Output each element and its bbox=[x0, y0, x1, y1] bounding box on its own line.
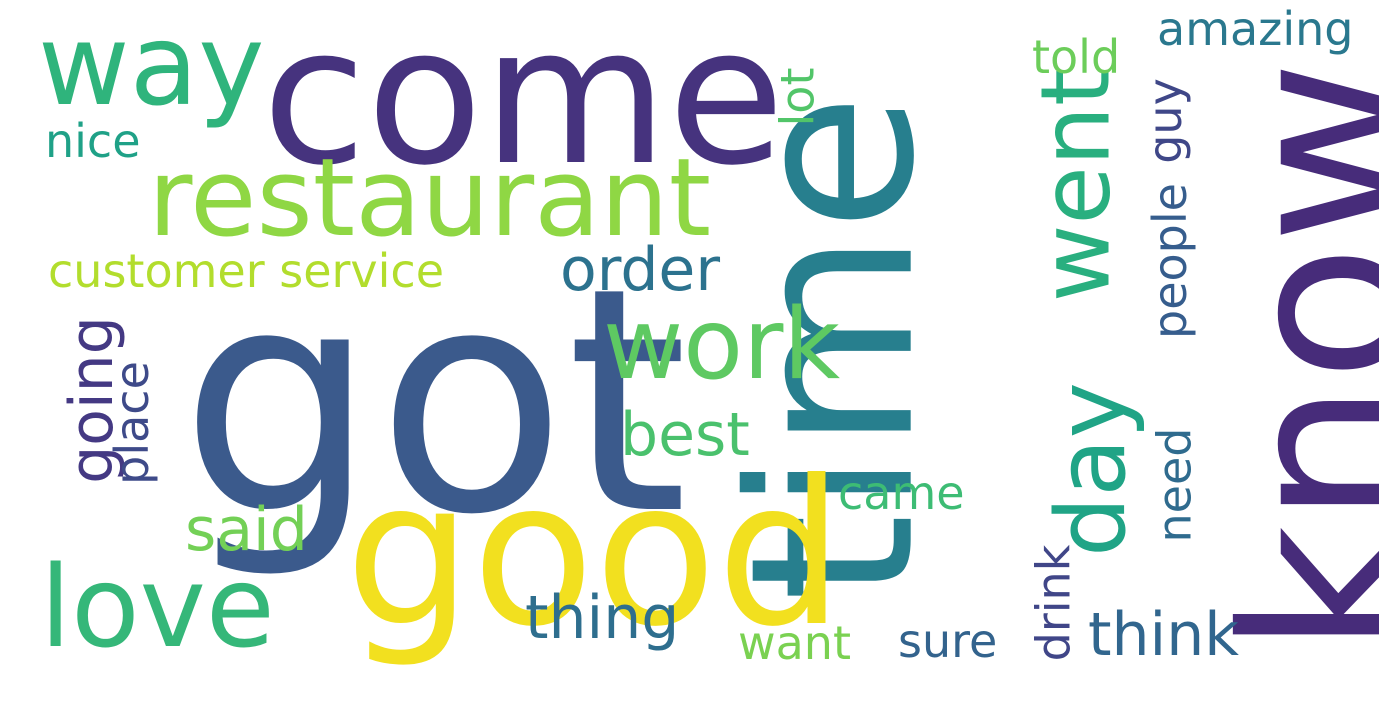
word-order: order bbox=[560, 235, 720, 305]
word-restaurant: restaurant bbox=[148, 136, 712, 261]
word-day: day bbox=[1036, 382, 1147, 557]
word-know: know bbox=[1195, 60, 1379, 655]
word-need: need bbox=[1147, 427, 1202, 543]
word-best: best bbox=[620, 400, 750, 470]
word-drink: drink bbox=[1026, 544, 1081, 662]
word-love: love bbox=[40, 543, 275, 673]
word-amazing: amazing bbox=[1157, 2, 1354, 56]
word-went: went bbox=[1021, 68, 1132, 303]
word-came: came bbox=[838, 466, 965, 520]
word-thing: thing bbox=[525, 583, 680, 653]
word-work: work bbox=[603, 288, 841, 402]
word-guy: guy bbox=[1137, 78, 1192, 164]
word-said: said bbox=[185, 495, 308, 565]
word-people: people bbox=[1142, 183, 1197, 339]
word-way: way bbox=[38, 1, 265, 131]
word-sure: sure bbox=[898, 614, 998, 668]
word-told: told bbox=[1032, 30, 1121, 84]
word-good: good bbox=[345, 438, 844, 671]
word-got: got bbox=[180, 222, 688, 583]
word-want: want bbox=[738, 616, 852, 670]
word-nice: nice bbox=[45, 114, 141, 168]
word-customer-service: customer service bbox=[48, 244, 445, 298]
word-think: think bbox=[1088, 600, 1239, 670]
word-lot: lot bbox=[770, 67, 825, 127]
word-place: place bbox=[104, 361, 159, 485]
word-come: come bbox=[262, 0, 785, 207]
